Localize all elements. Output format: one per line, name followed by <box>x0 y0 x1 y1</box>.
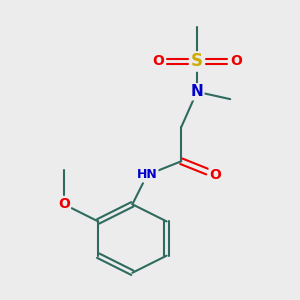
Text: O: O <box>152 55 164 68</box>
Text: S: S <box>191 52 203 70</box>
Text: N: N <box>190 84 203 99</box>
Text: O: O <box>58 197 70 211</box>
Text: O: O <box>230 55 242 68</box>
Text: O: O <box>210 168 221 182</box>
Text: HN: HN <box>137 168 158 182</box>
